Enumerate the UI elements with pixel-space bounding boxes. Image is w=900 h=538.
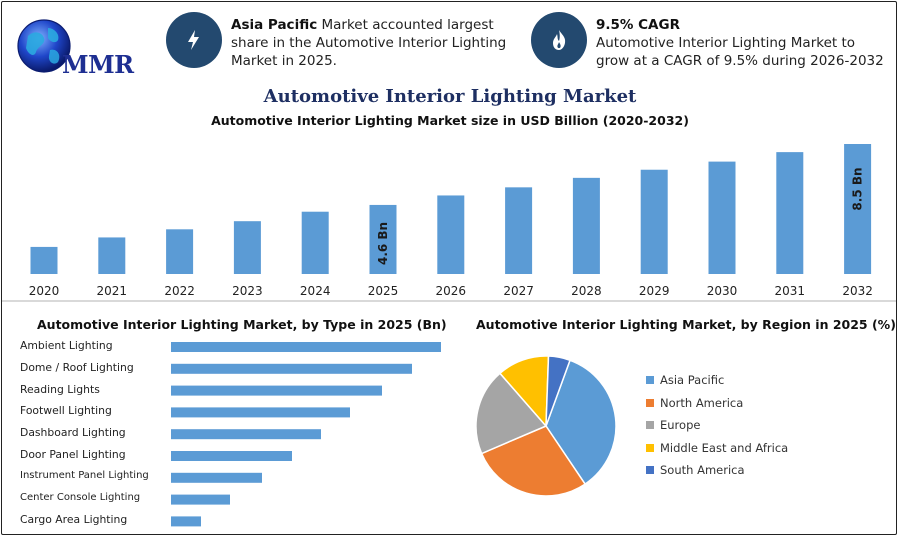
pie-slice-2 [475,372,548,455]
type-label-2: Reading Lights [20,382,100,396]
info1-text: Market accounted largest share in the Au… [231,17,507,69]
x-tick-2031: 2031 [775,284,806,298]
bar-2021 [98,237,126,274]
type-bar-chart [171,342,441,527]
type-label-8: Cargo Area Lighting [20,513,128,527]
type-bar-2 [171,385,382,396]
type-bar-0 [171,342,441,352]
bar-2022 [166,229,194,274]
legend-swatch [646,443,654,452]
bar-2031 [776,152,804,274]
x-tick-2025: 2025 [368,284,399,298]
type-bar-5 [171,451,292,461]
main-title: Automotive Interior Lighting Market [263,86,637,107]
bar-2027 [505,187,533,274]
market-size-bar-chart: 2020 2021 2022 2023 2024 2025 4.6 Bn 2026 2027 20… [29,144,873,298]
bar-2026 [437,195,465,274]
type-chart-title: Automotive Interior Lighting Market, by … [37,317,447,332]
type-label-6: Instrument Panel Lighting [20,469,149,481]
x-tick-2029: 2029 [639,284,670,298]
type-label-7: Center Console Lighting [20,491,141,503]
x-tick-2032: 2032 [842,284,873,298]
type-label-5: Door Panel Lighting [20,448,126,461]
region-chart-title: Automotive Interior Lighting Market, by … [476,317,896,332]
info-cagr: 9.5% CAGR Automotive Interior Lighting M… [596,16,886,70]
info-asia-pacific: Asia Pacific Market accounted largest sh… [231,16,521,70]
type-label-1: Dome / Roof Lighting [20,360,134,374]
bar-2029 [640,169,668,274]
bolt-icon [188,30,199,50]
data-label-2032: 8.5 Bn [851,167,865,210]
logo-text: MMR [62,50,134,79]
bar-2030 [708,161,736,274]
data-label-2025: 4.6 Bn [376,222,390,265]
x-tick-2027: 2027 [503,284,534,298]
info2-text: Automotive Interior Lighting Market to g… [596,35,884,69]
x-tick-2023: 2023 [232,284,263,298]
x-tick-2026: 2026 [436,284,467,298]
x-tick-2020: 2020 [29,284,60,298]
info2-bold: 9.5% CAGR [596,17,680,33]
type-label-4: Dashboard Lighting [20,426,126,440]
pie-slice-1 [480,425,587,497]
legend-item-2: Europe [646,418,700,432]
x-tick-2024: 2024 [300,284,331,298]
info1-bold: Asia Pacific [231,17,318,33]
section-divider [2,300,896,302]
type-bar-8 [171,516,201,527]
pie-slice-4 [545,355,571,427]
legend-swatch [646,376,654,384]
x-tick-2030: 2030 [707,284,738,298]
type-bar-3 [171,407,350,418]
pie-slice-0 [545,359,617,486]
legend-item-3: Middle East and Africa [646,441,788,455]
legend-item-4: South America [646,463,745,477]
flame-icon [553,30,566,50]
mmr-logo: MMR [14,16,139,79]
flame-icon-badge [531,12,587,68]
type-label-0: Ambient Lighting [20,339,113,352]
legend-item-1: North America [646,396,743,410]
type-label-3: Footwell Lighting [20,404,112,418]
type-bar-4 [171,429,321,440]
legend-item-0: Asia Pacific [646,373,724,387]
type-bar-6 [171,472,262,483]
bar-2032 [844,144,872,274]
region-pie-chart [475,355,617,497]
legend-swatch [646,466,654,475]
legend-swatch [646,398,654,407]
bar-2020 [30,246,58,274]
x-tick-2021: 2021 [97,284,128,298]
legend-label: South America [660,463,745,478]
x-tick-2028: 2028 [571,284,602,298]
globe-icon [17,19,71,73]
legend-swatch [646,421,654,430]
bar-2025 [369,204,397,274]
bolt-icon-badge [166,12,222,68]
bar-2028 [572,177,600,274]
type-bar-1 [171,363,412,374]
type-bar-7 [171,494,230,505]
legend-label: Europe [660,418,701,433]
legend-label: Middle East and Africa [660,440,789,455]
legend-label: North America [660,395,744,410]
bar-2023 [233,221,261,274]
legend-label: Asia Pacific [660,373,725,387]
market-size-chart-title: Automotive Interior Lighting Market size… [211,113,689,128]
bar-2024 [301,211,329,274]
x-tick-2022: 2022 [164,284,195,298]
